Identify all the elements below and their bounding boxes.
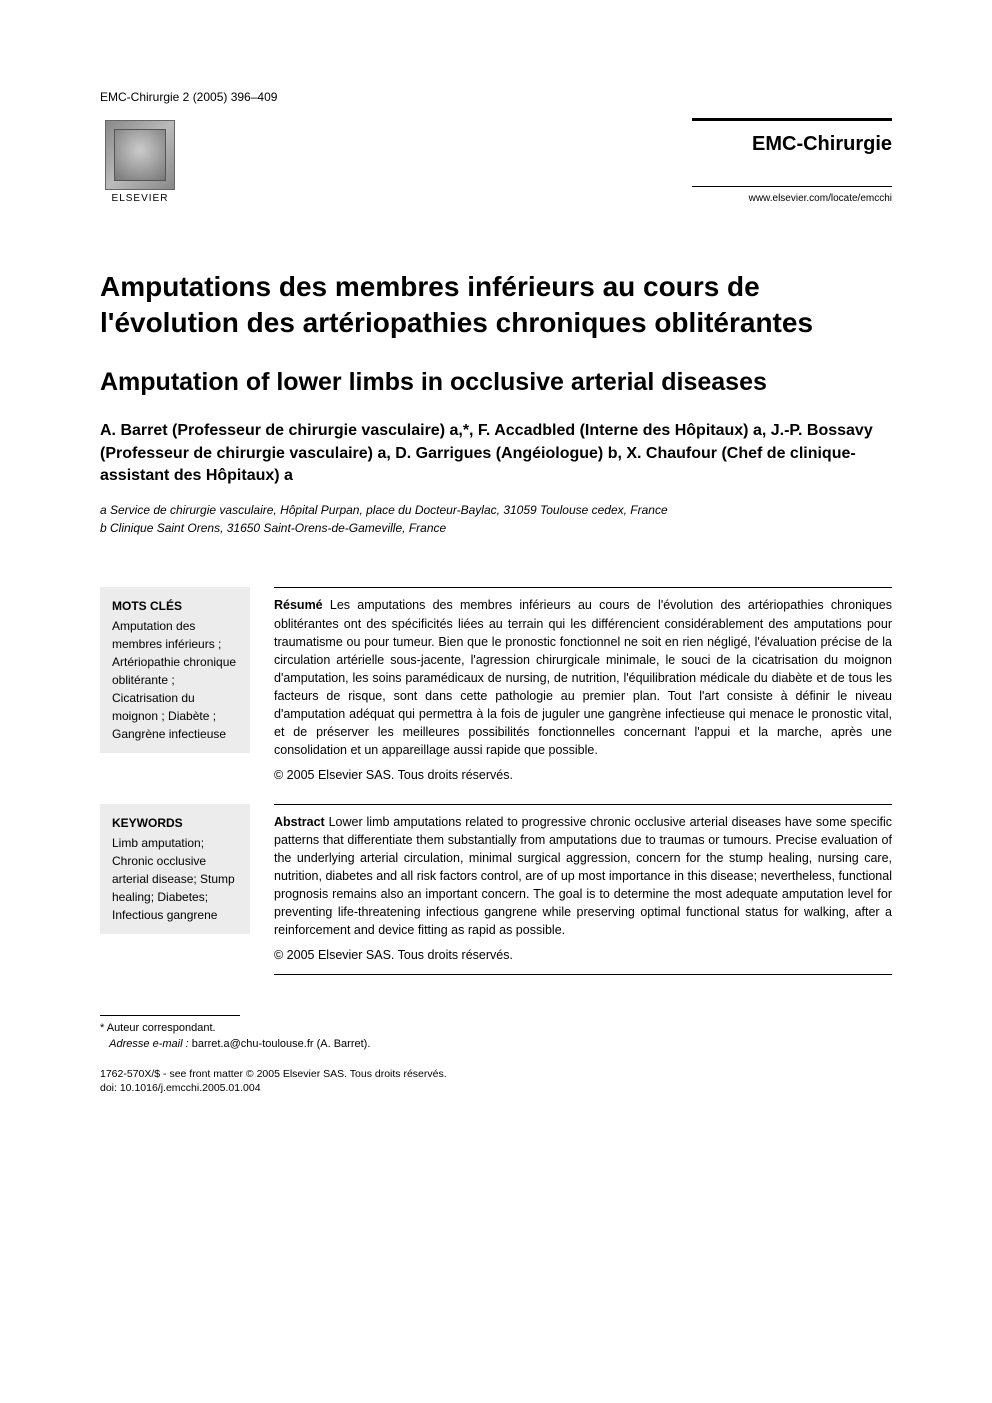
keywords-items: Limb amputation; Chronic occlusive arter…	[112, 834, 238, 924]
abstract-text-col: Abstract Lower limb amputations related …	[274, 804, 892, 975]
abstract-text: Lower limb amputations related to progre…	[274, 815, 892, 938]
footnote-separator	[100, 1015, 240, 1016]
footer-meta: 1762-570X/$ - see front matter © 2005 El…	[100, 1067, 892, 1096]
mots-cles-box: MOTS CLÉS Amputation des membres inférie…	[100, 587, 250, 753]
journal-url: www.elsevier.com/locate/emcchi	[692, 193, 892, 204]
article-title-en: Amputation of lower limbs in occlusive a…	[100, 366, 892, 399]
abstract-copyright: © 2005 Elsevier SAS. Tous droits réservé…	[274, 946, 892, 964]
email-label: Adresse e-mail :	[109, 1038, 188, 1050]
doi-line: doi: 10.1016/j.emcchi.2005.01.004	[100, 1081, 892, 1096]
email-line: Adresse e-mail : barret.a@chu-toulouse.f…	[100, 1036, 892, 1053]
affiliations: a Service de chirurgie vasculaire, Hôpit…	[100, 501, 892, 537]
resume-label: Résumé	[274, 598, 323, 612]
email-value: barret.a@chu-toulouse.fr (A. Barret).	[192, 1038, 371, 1050]
resume-text-col: Résumé Les amputations des membres infér…	[274, 587, 892, 783]
publisher-logo: ELSEVIER	[100, 114, 180, 204]
footnotes: * Auteur correspondant. Adresse e-mail :…	[100, 1020, 892, 1053]
elsevier-tree-icon	[105, 120, 175, 190]
keywords-heading: KEYWORDS	[112, 814, 238, 832]
abstract-block: KEYWORDS Limb amputation; Chronic occlus…	[100, 804, 892, 975]
journal-name: EMC-Chirurgie	[692, 133, 892, 156]
brand-rule-bottom	[692, 186, 892, 187]
corresponding-author-note: * Auteur correspondant.	[100, 1020, 892, 1037]
journal-reference: EMC-Chirurgie 2 (2005) 396–409	[100, 90, 277, 104]
resume-copyright: © 2005 Elsevier SAS. Tous droits réservé…	[274, 766, 892, 784]
logo-row: ELSEVIER EMC-Chirurgie www.elsevier.com/…	[100, 114, 892, 204]
brand-rule-top	[692, 118, 892, 121]
publisher-name: ELSEVIER	[112, 193, 169, 204]
header-row: EMC-Chirurgie 2 (2005) 396–409	[100, 90, 892, 104]
article-title-fr: Amputations des membres inférieurs au co…	[100, 269, 892, 342]
resume-text: Les amputations des membres inférieurs a…	[274, 598, 892, 757]
front-matter-line: 1762-570X/$ - see front matter © 2005 El…	[100, 1067, 892, 1082]
keywords-box: KEYWORDS Limb amputation; Chronic occlus…	[100, 804, 250, 934]
authors-line: A. Barret (Professeur de chirurgie vascu…	[100, 420, 892, 487]
journal-brand-block: EMC-Chirurgie www.elsevier.com/locate/em…	[692, 118, 892, 204]
affiliation-a: a Service de chirurgie vasculaire, Hôpit…	[100, 501, 892, 519]
abstract-label: Abstract	[274, 815, 325, 829]
affiliation-b: b Clinique Saint Orens, 31650 Saint-Oren…	[100, 519, 892, 537]
mots-cles-heading: MOTS CLÉS	[112, 597, 238, 615]
mots-cles-items: Amputation des membres inférieurs ; Arté…	[112, 617, 238, 743]
resume-block: MOTS CLÉS Amputation des membres inférie…	[100, 587, 892, 783]
